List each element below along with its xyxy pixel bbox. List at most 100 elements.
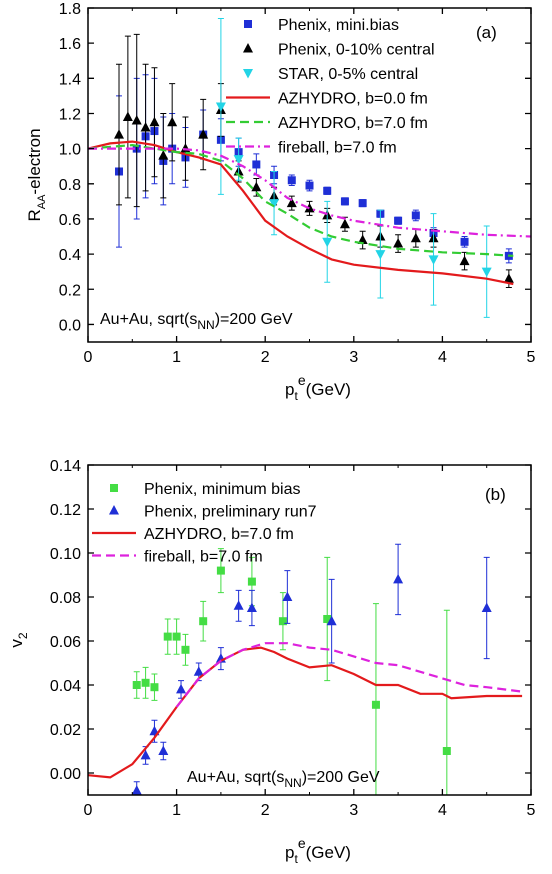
panel-a-legend-label-phenix-0-10-central: Phenix, 0-10% central [278, 42, 435, 59]
panel-b-point-phenix-minimum-bias [163, 632, 172, 641]
panel-a-point-phenix-0-10-central [198, 129, 209, 139]
panel-b-legend-label-azhydro-b-7-0-fm: AZHYDRO, b=7.0 fm [144, 526, 294, 543]
panel-a-point-phenix-0-10-central [158, 150, 169, 160]
panel-a-x-tick-label: 4 [438, 349, 447, 366]
panel-b-point-phenix-minimum-bias [181, 645, 190, 654]
panel-b-y-tick-label: 0.02 [50, 722, 81, 739]
panel-a-point-star-0-5-central [428, 255, 439, 265]
panel-a-point-phenix-0-10-central [114, 129, 125, 139]
panel-b-point-phenix-minimum-bias [172, 632, 181, 641]
panel-b-point-phenix-minimum-bias [150, 683, 159, 692]
panel-b-point-phenix-preliminary-run7 [326, 615, 337, 626]
panel-a-annotation: Au+Au, sqrt(sNN)=200 GeV [100, 311, 293, 332]
panel-a-point-phenix-0-10-central [339, 218, 350, 229]
panel-b-legend-label-fireball-b-7-0-fm: fireball, b=7.0 fm [144, 549, 263, 566]
panel-b-point-phenix-preliminary-run7 [131, 785, 142, 795]
panel-a-x-axis-title: pte(GeV) [285, 372, 351, 403]
panel-b-point-phenix-minimum-bias [132, 681, 141, 689]
panel-a-legend-swatch-phenix-0-10-central [243, 43, 253, 53]
panel-a-x-tick-label: 1 [172, 349, 181, 366]
panel-a-point-phenix-0-10-central [286, 197, 297, 208]
panel-b-y-tick-label: 0.08 [50, 590, 81, 607]
panel-b-legend-label-phenix-minimum-bias: Phenix, minimum bias [144, 481, 301, 498]
panel-a-point-phenix-mini-bias [340, 197, 349, 206]
panel-a-point-phenix-0-10-central [131, 115, 142, 125]
panel-a-point-phenix-0-10-central [410, 232, 421, 243]
panel-b-x-tick-label: 5 [527, 802, 536, 819]
panel-a-point-star-0-5-central [215, 102, 226, 112]
panel-a-point-phenix-mini-bias [252, 160, 261, 169]
panel-b-annotation: Au+Au, sqrt(sNN)=200 GeV [187, 769, 380, 790]
panel-a-y-tick-label: 0.0 [59, 317, 81, 334]
panel-b-point-phenix-minimum-bias [199, 617, 208, 626]
panel-b-y-tick-label: 0.12 [50, 502, 81, 519]
panel-a-point-phenix-0-10-central [459, 255, 470, 266]
panel-b-x-axis-title: pte(GeV) [285, 835, 351, 866]
panel-b-point-phenix-preliminary-run7 [158, 745, 169, 755]
panel-a-y-tick-label: 0.2 [59, 282, 81, 299]
panel-a-point-phenix-0-10-central [180, 143, 191, 153]
panel-b-x-tick-label: 2 [261, 802, 270, 819]
panel-b-y-tick-label: 0.00 [50, 766, 81, 783]
panel-a-legend-label-azhydro-b-0-0-fm: AZHYDRO, b=0.0 fm [278, 91, 428, 108]
panel-a-legend-swatch-star-0-5-central [243, 69, 253, 79]
panel-b-point-phenix-minimum-bias [141, 678, 150, 687]
panel-a-y-tick-label: 1.8 [59, 1, 81, 18]
panel-b-y-tick-label: 0.10 [50, 546, 81, 563]
panel-a-point-phenix-0-10-central [393, 238, 404, 248]
panel-b-point-phenix-preliminary-run7 [246, 602, 257, 612]
panel-a-point-phenix-mini-bias [358, 199, 367, 208]
panel-a-point-phenix-0-10-central [122, 111, 133, 121]
panel-b-legend-swatch-phenix-preliminary-run7 [109, 505, 119, 515]
panel-a-chart: 0 1 2 3 4 5 0.0 0.2 0.4 0.6 0.8 1.0 1.2 1.4 1.6 1.8 (a)… [25, 1, 536, 403]
panel-b-line-azhydro-b-7-0-fm [88, 646, 523, 779]
panel-a-legend: Phenix, mini.bias Phenix, 0-10% central ST… [226, 17, 435, 157]
panel-a-point-star-0-5-central [481, 267, 492, 278]
panel-a-point-star-0-5-central [269, 199, 280, 209]
panel-a-line-azhydro-b-0-0-fm [88, 140, 514, 286]
panel-b-point-phenix-preliminary-run7 [233, 600, 244, 610]
panel-a-point-phenix-0-10-central [357, 234, 368, 245]
panel-a-line-azhydro-b-7-0-fm [88, 143, 514, 257]
panel-b-label: (b) [485, 485, 506, 504]
panel-a-y-tick-label: 1.0 [59, 142, 81, 159]
panel-b-legend-label-phenix-preliminary-run7: Phenix, preliminary run7 [144, 504, 317, 521]
panel-a-point-phenix-0-10-central [167, 116, 178, 127]
panel-b-point-phenix-minimum-bias [371, 700, 380, 709]
panel-a-point-phenix-0-10-central [149, 116, 160, 127]
panel-b-x-tick-label: 3 [349, 802, 358, 819]
panel-a-point-phenix-mini-bias [411, 211, 420, 220]
panel-a-legend-label-star-0-5-central: STAR, 0-5% central [278, 66, 418, 83]
panel-b-y-axis-title: v2 [7, 632, 30, 648]
panel-a-legend-swatch-phenix-mini-bias [244, 20, 252, 28]
panel-a-label: (a) [476, 23, 497, 42]
panel-b-point-phenix-preliminary-run7 [176, 683, 187, 694]
panel-b-point-phenix-minimum-bias [442, 747, 451, 755]
panel-a-y-tick-label: 0.4 [59, 247, 81, 264]
panel-b-x-tick-label: 0 [84, 802, 93, 819]
panel-a-point-phenix-mini-bias [305, 181, 314, 190]
panel-b-y-tick-label: 0.04 [50, 678, 81, 695]
panel-a-x-tick-label: 2 [261, 349, 270, 366]
panel-a-y-axis-title: RAA-electron [25, 128, 48, 221]
panel-b-legend: Phenix, minimum bias Phenix, preliminary … [92, 481, 317, 566]
panel-b-point-phenix-minimum-bias [278, 617, 287, 626]
panel-a-point-phenix-0-10-central [140, 122, 151, 132]
panel-a-point-phenix-mini-bias [394, 216, 403, 225]
panel-a-point-phenix-0-10-central [251, 181, 262, 192]
panel-a-x-tick-label: 0 [84, 349, 93, 366]
panel-a-point-star-0-5-central [322, 237, 333, 248]
panel-b-point-phenix-preliminary-run7 [393, 573, 404, 584]
panel-b-point-phenix-minimum-bias [247, 577, 256, 586]
panel-a-point-phenix-mini-bias [460, 237, 469, 246]
panel-b-y-tick-label: 0.14 [50, 458, 81, 475]
panel-b-point-phenix-minimum-bias [216, 566, 225, 575]
panel-a-legend-label-azhydro-b-7-0-fm: AZHYDRO, b=7.0 fm [278, 115, 428, 132]
panel-a-y-tick-label: 1.6 [59, 36, 81, 53]
panel-b-point-phenix-minimum-bias [323, 615, 332, 623]
panel-a-x-tick-label: 5 [527, 349, 536, 366]
panel-a-point-phenix-mini-bias [287, 176, 296, 185]
panel-a-y-tick-label: 1.4 [59, 71, 81, 88]
panel-a-point-phenix-0-10-central [503, 273, 514, 283]
